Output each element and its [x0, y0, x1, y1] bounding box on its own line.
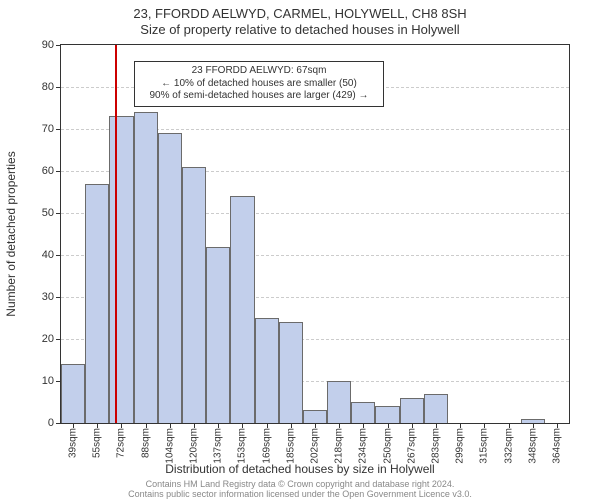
y-tick-label: 20: [14, 333, 54, 345]
x-tick-label: 234sqm: [358, 428, 369, 464]
x-tick-label: 169sqm: [261, 428, 272, 464]
figure: 23, FFORDD AELWYD, CARMEL, HOLYWELL, CH8…: [0, 0, 600, 500]
histogram-bar: [327, 381, 351, 423]
histogram-bar: [351, 402, 375, 423]
x-tick-label: 120sqm: [189, 428, 200, 464]
y-tick-mark: [56, 255, 60, 256]
plot-area: 23 FFORDD AELWYD: 67sqm← 10% of detached…: [60, 44, 570, 424]
histogram-bar: [400, 398, 424, 423]
y-tick-label: 70: [14, 123, 54, 135]
histogram-bar: [424, 394, 448, 423]
title-line-1: 23, FFORDD AELWYD, CARMEL, HOLYWELL, CH8…: [0, 6, 600, 21]
y-tick-mark: [56, 339, 60, 340]
histogram-bar: [375, 406, 399, 423]
x-tick-label: 104sqm: [164, 428, 175, 464]
x-tick-label: 299sqm: [455, 428, 466, 464]
x-tick-label: 267sqm: [406, 428, 417, 464]
x-tick-label: 315sqm: [479, 428, 490, 464]
y-tick-mark: [56, 87, 60, 88]
y-tick-mark: [56, 129, 60, 130]
histogram-bar: [134, 112, 158, 423]
histogram-bar: [158, 133, 182, 423]
x-tick-label: 250sqm: [382, 428, 393, 464]
attribution: Contains HM Land Registry data © Crown c…: [0, 480, 600, 500]
x-axis-label: Distribution of detached houses by size …: [0, 462, 600, 476]
annotation-box: 23 FFORDD AELWYD: 67sqm← 10% of detached…: [134, 61, 384, 107]
histogram-bar: [279, 322, 303, 423]
histogram-bar: [182, 167, 206, 423]
y-tick-mark: [56, 213, 60, 214]
histogram-bar: [61, 364, 85, 423]
x-tick-label: 72sqm: [116, 428, 127, 458]
histogram-bar: [85, 184, 109, 423]
y-tick-label: 10: [14, 375, 54, 387]
subject-marker-line: [115, 45, 117, 423]
x-tick-label: 185sqm: [285, 428, 296, 464]
x-tick-label: 153sqm: [237, 428, 248, 464]
histogram-bar: [521, 419, 545, 423]
y-tick-mark: [56, 45, 60, 46]
title-line-2: Size of property relative to detached ho…: [0, 22, 600, 37]
x-tick-label: 218sqm: [334, 428, 345, 464]
y-tick-label: 90: [14, 39, 54, 51]
attribution-line-2: Contains public sector information licen…: [128, 489, 472, 499]
annotation-line-3: 90% of semi-detached houses are larger (…: [141, 90, 377, 103]
histogram-bar: [109, 116, 133, 423]
y-tick-mark: [56, 381, 60, 382]
y-tick-label: 30: [14, 291, 54, 303]
y-tick-label: 80: [14, 81, 54, 93]
y-tick-label: 40: [14, 249, 54, 261]
x-tick-label: 88sqm: [140, 428, 151, 458]
y-tick-mark: [56, 297, 60, 298]
x-tick-label: 55sqm: [92, 428, 103, 458]
y-tick-label: 0: [14, 417, 54, 429]
x-tick-label: 137sqm: [213, 428, 224, 464]
y-tick-label: 60: [14, 165, 54, 177]
y-tick-label: 50: [14, 207, 54, 219]
histogram-bar: [255, 318, 279, 423]
histogram-bar: [303, 410, 327, 423]
histogram-bar: [206, 247, 230, 423]
annotation-line-1: 23 FFORDD AELWYD: 67sqm: [141, 65, 377, 78]
y-tick-mark: [56, 423, 60, 424]
x-tick-label: 348sqm: [527, 428, 538, 464]
x-tick-label: 332sqm: [503, 428, 514, 464]
x-tick-label: 39sqm: [68, 428, 79, 458]
x-tick-label: 202sqm: [310, 428, 321, 464]
x-tick-label: 283sqm: [430, 428, 441, 464]
x-tick-label: 364sqm: [551, 428, 562, 464]
attribution-line-1: Contains HM Land Registry data © Crown c…: [146, 479, 455, 489]
y-tick-mark: [56, 171, 60, 172]
histogram-bar: [230, 196, 254, 423]
annotation-line-2: ← 10% of detached houses are smaller (50…: [141, 78, 377, 91]
